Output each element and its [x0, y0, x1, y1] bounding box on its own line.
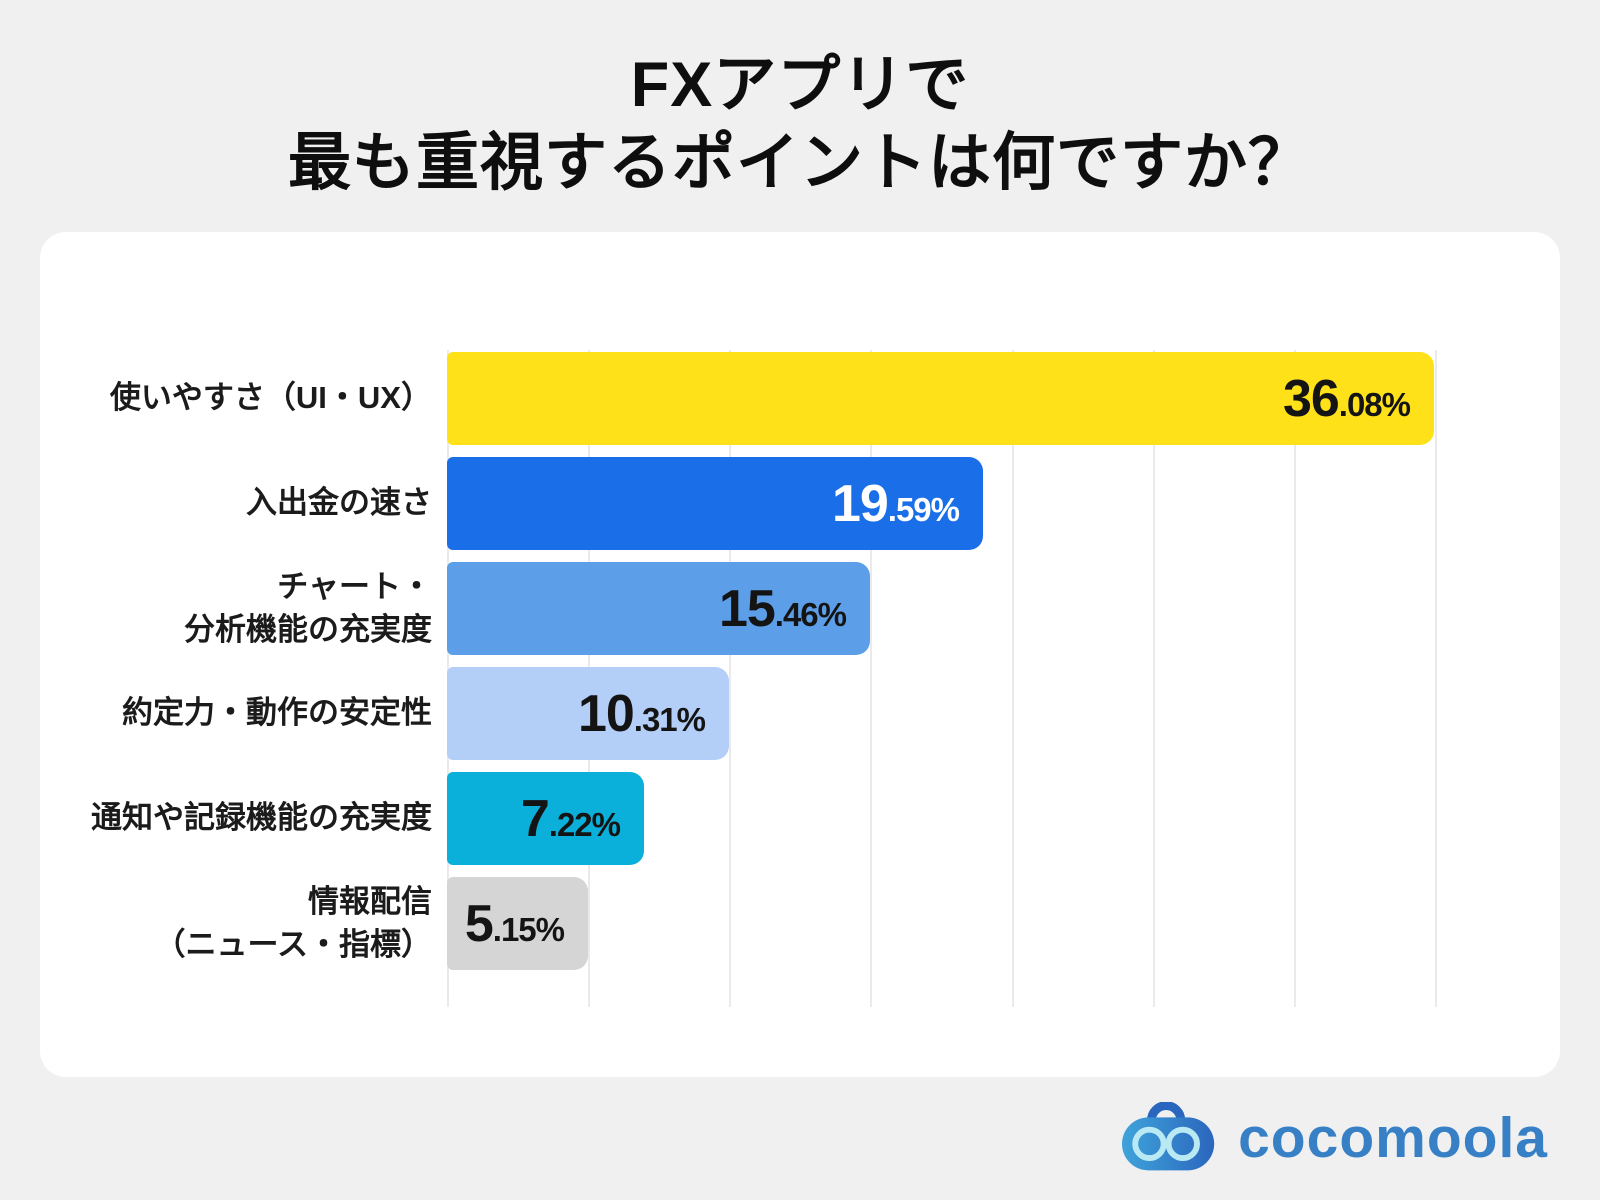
value-label: 19.59%: [831, 474, 960, 533]
category-label: 約定力・動作の安定性: [122, 695, 432, 731]
category-label: チャート・ 分析機能の充実度: [184, 568, 432, 647]
value-label: 7.22%: [520, 789, 621, 848]
gridline: [1435, 350, 1437, 1007]
value-label: 10.31%: [577, 684, 706, 743]
gridline: [870, 350, 873, 1007]
category-label: 通知や記録機能の充実度: [91, 800, 432, 836]
category-label: 情報配信 （ニュース・指標）: [154, 883, 432, 962]
bar: 7.22%: [447, 772, 644, 865]
bar-row: 15.46%: [447, 562, 1437, 655]
plot-area: 36.08% 19.59% 15.46% 10.31% 7.22% 5.15%: [447, 350, 1437, 1007]
value-label: 5.15%: [464, 894, 565, 953]
category-label: 使いやすさ（UI・UX）: [109, 380, 432, 416]
brand-logo-text: cocomoola: [1238, 1105, 1548, 1170]
chart-title: FXアプリで 最も重視するポイントは何ですか？: [0, 46, 1600, 202]
bar: 10.31%: [447, 667, 729, 760]
chart-card: 使いやすさ（UI・UX） 入出金の速さチャート・ 分析機能の充実度約定力・動作の安定…: [40, 232, 1560, 1077]
gridline: [1011, 350, 1014, 1007]
bar-row: 10.31%: [447, 667, 1437, 760]
gridline: [1152, 350, 1155, 1007]
value-label: 36.08%: [1282, 369, 1411, 428]
bar-row: 5.15%: [447, 877, 1437, 970]
gridline: [1293, 350, 1296, 1007]
chart-title-line2: 最も重視するポイントは何ですか？: [288, 128, 1312, 199]
category-axis: 使いやすさ（UI・UX） 入出金の速さチャート・ 分析機能の充実度約定力・動作の安定…: [76, 350, 432, 1007]
bar-row: 36.08%: [447, 352, 1437, 445]
bar-row: 7.22%: [447, 772, 1437, 865]
cocomoola-mascot-icon: [1121, 1102, 1223, 1174]
bar: 5.15%: [447, 877, 588, 970]
brand-logo: cocomoola: [1121, 1102, 1548, 1174]
bar: 15.46%: [447, 562, 870, 655]
chart-title-line1: FXアプリで: [630, 50, 970, 120]
bar: 36.08%: [447, 352, 1434, 445]
bar: 19.59%: [447, 457, 983, 550]
category-label: 入出金の速さ: [246, 485, 432, 521]
value-label: 15.46%: [718, 579, 847, 638]
bar-row: 19.59%: [447, 457, 1437, 550]
gridline: [729, 350, 732, 1007]
